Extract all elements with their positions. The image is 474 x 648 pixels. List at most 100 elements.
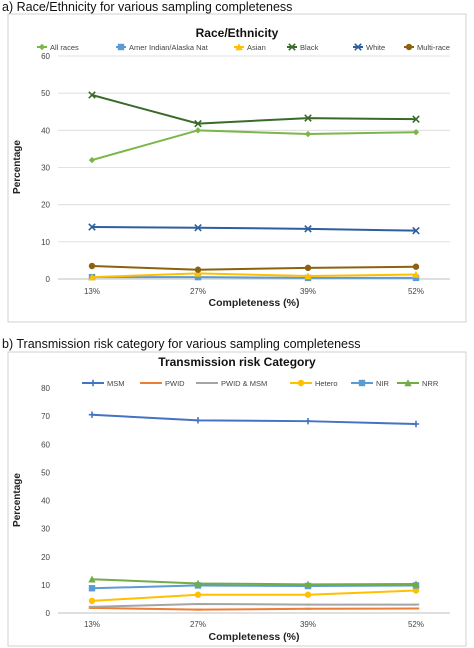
series-line: [92, 276, 416, 279]
legend-entry: NIR: [351, 379, 390, 388]
y-tick-label: 70: [41, 412, 50, 421]
legend-label: Black: [300, 43, 319, 52]
data-point: [412, 580, 420, 588]
legend-marker: [89, 379, 97, 387]
legend-entry: Black: [287, 43, 319, 52]
legend-label: Hetero: [315, 379, 338, 388]
data-point: [304, 114, 312, 122]
legend-label: NRR: [422, 379, 439, 388]
series-line: [91, 272, 417, 279]
data-point: [88, 273, 96, 281]
data-point: [304, 272, 312, 280]
data-point: [88, 262, 96, 270]
data-point: [304, 130, 312, 138]
legend-label: White: [366, 43, 385, 52]
series-3: [88, 602, 420, 608]
legend-label: MSM: [107, 379, 125, 388]
legend-entry: NRR: [397, 379, 439, 388]
x-tick-label: 39%: [300, 620, 316, 629]
y-tick-label: 10: [41, 238, 50, 247]
legend-label: NIR: [376, 379, 390, 388]
data-point: [194, 127, 202, 134]
y-tick-label: 40: [41, 497, 50, 506]
series-line: [91, 94, 417, 125]
legend-marker: [404, 379, 412, 387]
data-point: [194, 269, 202, 277]
data-point: [412, 226, 420, 235]
data-point: [88, 91, 96, 99]
data-point: [88, 223, 96, 231]
x-tick-label: 27%: [190, 287, 206, 296]
data-point: [304, 591, 312, 598]
legend-entry: Hetero: [290, 379, 338, 388]
legend-entry: All races: [37, 43, 79, 52]
legend-entry: PWID: [140, 379, 185, 388]
y-tick-label: 0: [46, 609, 51, 618]
series-line: [91, 606, 417, 611]
chart-1: Race/Ethnicity 0 10 20 30 40 50 60 13% 27% 39% 52% C…: [7, 13, 467, 323]
series-line: [91, 602, 416, 608]
series-1: [88, 411, 420, 428]
data-point: [194, 273, 202, 281]
legend-label: Amer Indian/Alaska Nat: [129, 43, 209, 52]
series-1: [88, 127, 420, 164]
data-point: [304, 417, 312, 425]
legend-label: All races: [50, 43, 79, 52]
series-line: [91, 584, 417, 590]
data-point: [412, 270, 420, 278]
series-line: [91, 264, 417, 271]
y-tick-label: 30: [41, 525, 50, 534]
y-tick-label: 80: [41, 384, 50, 393]
data-point: [412, 115, 420, 123]
y-axis-label: Percentage: [12, 473, 23, 527]
y-tick-label: 50: [41, 468, 50, 477]
legend-entry: MSM: [82, 379, 125, 388]
legend-entry: White: [353, 43, 385, 52]
x-tick-label: 13%: [84, 287, 100, 296]
series-3: [88, 269, 420, 281]
legend-label: Multi-race: [417, 43, 450, 52]
data-point: [194, 579, 202, 587]
data-point: [304, 580, 312, 588]
y-tick-label: 60: [41, 440, 50, 449]
data-point: [412, 274, 420, 282]
chart-title: Race/Ethnicity: [196, 26, 279, 40]
x-tick-label: 52%: [408, 620, 424, 629]
data-point: [88, 575, 96, 583]
series-5: [88, 223, 420, 235]
series-6: [88, 575, 420, 588]
y-tick-label: 10: [41, 581, 50, 590]
data-point: [304, 264, 312, 272]
data-point: [194, 119, 202, 128]
legend-marker: [117, 43, 125, 51]
legend-marker: [354, 43, 362, 51]
legend-entry: PWID & MSM: [196, 379, 267, 388]
legend-marker: [297, 379, 305, 387]
data-point: [194, 591, 202, 598]
legend-marker: [358, 379, 366, 387]
data-point: [412, 128, 420, 136]
panel-b-heading: b) Transmission risk category for variou…: [2, 337, 361, 351]
legend-label: PWID & MSM: [221, 379, 267, 388]
series-line: [91, 225, 417, 232]
chart-2: Transmission risk Category 0 10 20 30 40 50 60 7…: [7, 351, 467, 647]
series-line: [91, 578, 417, 586]
x-tick-label: 52%: [408, 287, 424, 296]
series-6: [88, 262, 420, 273]
legend-entry: Amer Indian/Alaska Nat: [116, 43, 209, 52]
legend-label: Asian: [247, 43, 266, 52]
y-tick-label: 50: [41, 89, 50, 98]
legend-marker: [405, 43, 413, 51]
x-tick-label: 39%: [300, 287, 316, 296]
y-tick-label: 0: [46, 275, 51, 284]
y-axis-label: Percentage: [12, 140, 23, 194]
data-point: [194, 266, 202, 273]
data-point: [88, 156, 96, 164]
chart-frame: [7, 351, 467, 647]
data-point: [88, 411, 96, 418]
chart-frame: [7, 13, 467, 323]
series-line: [91, 413, 417, 425]
legend-marker: [288, 43, 296, 51]
